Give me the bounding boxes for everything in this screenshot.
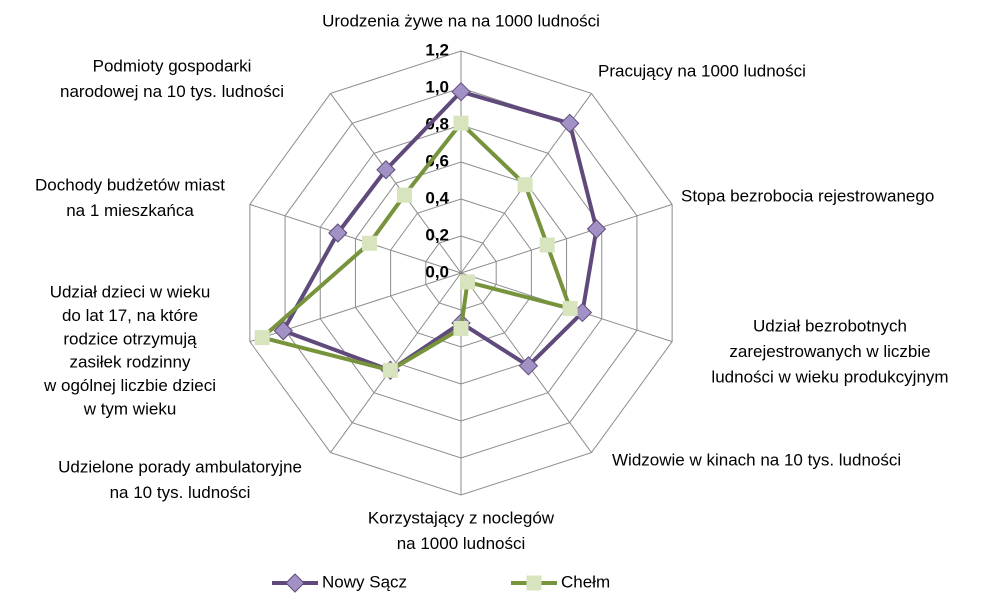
data-point (460, 274, 476, 290)
data-point (586, 219, 607, 239)
category-label: Korzystający z noclegów (368, 508, 555, 527)
category-label: Udzielone porady ambulatoryjne (58, 457, 302, 476)
spoke (330, 93, 462, 274)
y-tick-label: 0,6 (425, 151, 449, 170)
category-label: do lat 17, na które (62, 306, 198, 325)
legend-label: Nowy Sącz (322, 572, 407, 591)
data-point (254, 330, 270, 346)
category-label: narodowej na 10 tys. ludności (60, 82, 284, 101)
data-point (453, 321, 469, 336)
category-label: Urodzenia żywe na na 1000 ludności (322, 11, 600, 30)
category-label: Udział dzieci w wieku (50, 282, 211, 301)
category-label: Stopa bezrobocia rejestrowanego (681, 186, 934, 205)
y-tick-label: 1,2 (425, 40, 449, 59)
category-label: Pracujący na 1000 ludności (598, 61, 806, 80)
data-point (539, 237, 555, 253)
data-point (328, 223, 348, 243)
y-tick-label: 0,2 (425, 225, 449, 244)
category-label: Udział bezrobotnych (753, 316, 907, 335)
y-tick-label: 0,0 (425, 262, 449, 281)
series-line (260, 121, 573, 373)
y-tick-label: 0,8 (425, 114, 449, 133)
category-label: w tym wieku (83, 399, 177, 418)
category-label: na 1000 ludności (397, 534, 526, 553)
category-label: Dochody budżetów miast (35, 175, 225, 194)
category-label: rodzice otrzymują (63, 329, 197, 348)
data-point (517, 177, 533, 193)
data-point (451, 81, 471, 102)
legend-label: Chełm (561, 572, 610, 591)
category-label: zasiłek rodzinny (70, 353, 191, 372)
category-label: Widzowie w kinach na 10 tys. ludności (612, 450, 901, 469)
category-label: na 1 mieszkańca (66, 201, 194, 220)
category-label: w ogólnej liczbie dzieci (43, 376, 216, 395)
y-tick-label: 1,0 (425, 77, 449, 96)
category-label: na 10 tys. ludności (110, 483, 251, 502)
data-point (562, 300, 578, 316)
data-point (382, 362, 398, 378)
data-point (362, 235, 378, 251)
legend-marker (526, 575, 542, 591)
category-label: Podmioty gospodarki (93, 56, 252, 75)
spoke (460, 203, 673, 274)
y-tick-label: 0,4 (425, 188, 449, 207)
data-point (376, 160, 396, 180)
data-point (560, 113, 580, 134)
data-point (518, 356, 539, 376)
legend-marker (285, 573, 305, 593)
data-point (396, 187, 412, 203)
data-point (273, 321, 294, 341)
data-point (453, 115, 469, 131)
spoke (249, 203, 462, 274)
category-label: ludności w wieku produkcyjnym (711, 367, 948, 386)
category-label: zarejestrowanych w liczbie (729, 342, 930, 361)
